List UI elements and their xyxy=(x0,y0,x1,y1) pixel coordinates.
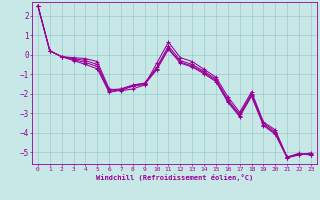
X-axis label: Windchill (Refroidissement éolien,°C): Windchill (Refroidissement éolien,°C) xyxy=(96,174,253,181)
